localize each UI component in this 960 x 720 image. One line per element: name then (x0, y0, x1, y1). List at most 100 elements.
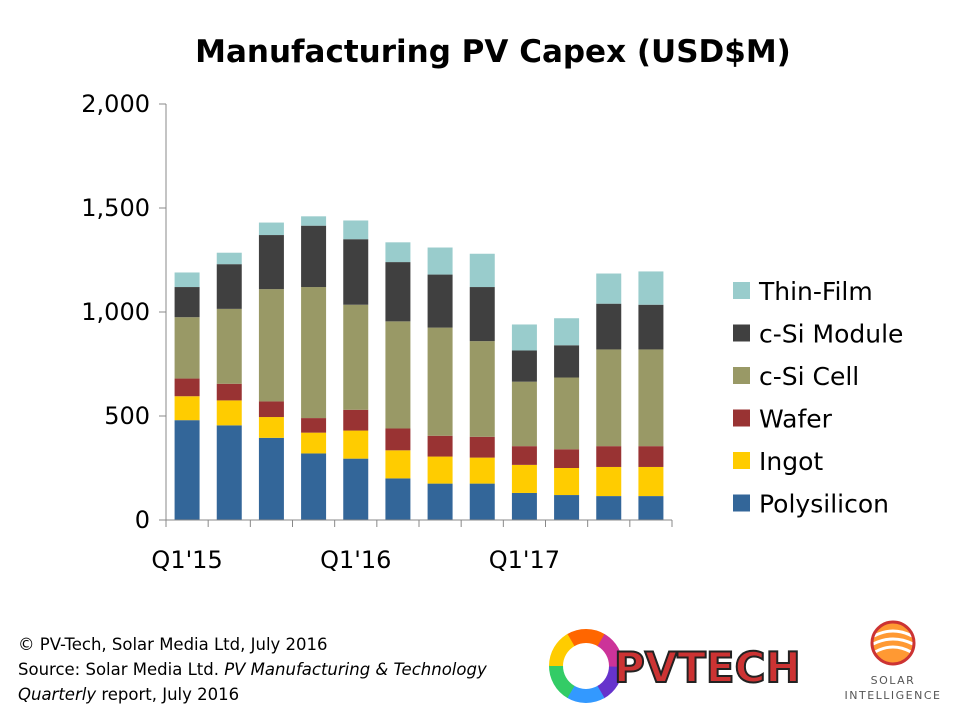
series-polysilicon (174, 420, 664, 520)
bar-segment (469, 287, 495, 342)
bar-segment (554, 377, 580, 450)
bar-area (174, 216, 664, 520)
bar-segment (554, 345, 580, 378)
bar-segment (174, 396, 200, 421)
legend-swatch (733, 409, 750, 427)
x-tick-label: Q1'16 (320, 546, 391, 574)
bar-segment (596, 349, 622, 447)
bar-segment (301, 418, 327, 433)
copyright-line: © PV-Tech, Solar Media Ltd, July 2016 (18, 635, 328, 654)
source-footer: © PV-Tech, Solar Media Ltd, July 2016 So… (18, 632, 558, 707)
series-ingot (174, 396, 664, 497)
bar-segment (554, 318, 580, 346)
bar-segment (427, 483, 453, 520)
bar-segment (258, 401, 284, 418)
legend-item: Thin-Film (733, 277, 873, 306)
bar-segment (427, 247, 453, 275)
legend-item: Polysilicon (733, 490, 889, 519)
legend-swatch (733, 367, 750, 384)
bar-segment (216, 264, 242, 309)
legend-item: c-Si Module (733, 320, 903, 349)
series-c-si-cell (174, 287, 664, 450)
bar-segment (554, 468, 580, 496)
bar-segment (301, 453, 327, 520)
bar-segment (427, 274, 453, 328)
bar-segment (596, 303, 622, 350)
bar-segment (216, 383, 242, 401)
bar-segment (174, 420, 200, 520)
bar-segment (385, 262, 411, 322)
source-line: Source: Solar Media Ltd. PV Manufacturin… (18, 657, 558, 682)
bar-segment (638, 349, 664, 447)
series-thin-film (174, 216, 664, 351)
chart-title: Manufacturing PV Capex (USD$M) (195, 34, 791, 70)
bar-segment (216, 400, 242, 426)
report-line: Quarterly report, July 2016 (18, 682, 558, 707)
report-title-part2: Quarterly (18, 685, 97, 704)
pvtech-wordmark: PVTECH (614, 643, 798, 692)
x-tick-label: Q1'17 (489, 546, 560, 574)
bar-segment (301, 225, 327, 288)
bar-segment (638, 466, 664, 497)
bar-segment (511, 381, 537, 447)
bar-segment (511, 324, 537, 351)
bar-segment (174, 317, 200, 379)
bar-segment (596, 273, 622, 304)
bar-segment (469, 483, 495, 520)
legend-swatch (733, 282, 750, 299)
bar-segment (511, 464, 537, 493)
bar-segment (174, 378, 200, 397)
bar-segment (469, 253, 495, 288)
axes: 0 500 1,000 1,500 2,000 Q1'15 Q1'16 Q1'17 (81, 90, 673, 574)
bar-segment (343, 458, 369, 520)
legend-label: Thin-Film (758, 277, 873, 306)
bar-segment (258, 222, 284, 236)
bar-segment (301, 287, 327, 419)
bar-segment (343, 220, 369, 240)
capex-chart: Manufacturing PV Capex (USD$M) 0 500 1,000… (81, 34, 903, 574)
bar-segment (174, 287, 200, 318)
pvtech-logo: PVTECH (549, 629, 798, 703)
bar-segment (174, 272, 200, 288)
bar-segment (511, 350, 537, 382)
series-wafer (174, 378, 664, 468)
legend: Thin-Film c-Si Module c-Si Cell Wafer Ingot P… (733, 277, 903, 519)
legend-item: Ingot (733, 447, 823, 476)
bar-segment (469, 457, 495, 484)
bar-segment (427, 456, 453, 484)
bar-segment (385, 428, 411, 451)
legend-item: c-Si Cell (733, 362, 859, 391)
legend-label: Ingot (759, 447, 823, 476)
legend-swatch (733, 494, 750, 512)
bar-segment (301, 432, 327, 454)
y-tick-label: 0 (135, 506, 150, 534)
bar-segment (469, 436, 495, 458)
pvtech-ring-icon (549, 629, 623, 703)
bar-segment (385, 478, 411, 520)
bar-segment (258, 235, 284, 290)
series-c-si-module (174, 225, 664, 382)
bar-segment (554, 449, 580, 468)
bar-segment (385, 242, 411, 263)
bar-segment (216, 425, 242, 520)
bar-segment (216, 308, 242, 384)
bar-segment (385, 321, 411, 429)
bar-segment (596, 446, 622, 467)
source-prefix: Source: Solar Media Ltd. (18, 660, 225, 679)
bar-segment (638, 496, 664, 520)
legend-label: Polysilicon (759, 490, 889, 519)
y-tick-label: 2,000 (81, 90, 150, 118)
bar-segment (301, 216, 327, 226)
bar-segment (638, 446, 664, 467)
bar-segment (258, 289, 284, 402)
bar-segment (554, 495, 580, 520)
bar-segment (258, 417, 284, 438)
y-tick-label: 500 (104, 402, 150, 430)
y-tick-label: 1,500 (81, 194, 150, 222)
legend-swatch (733, 452, 750, 469)
bar-segment (427, 327, 453, 436)
x-tick-label: Q1'15 (151, 546, 222, 574)
bar-segment (596, 466, 622, 497)
bar-segment (343, 304, 369, 410)
bar-segment (385, 450, 411, 479)
